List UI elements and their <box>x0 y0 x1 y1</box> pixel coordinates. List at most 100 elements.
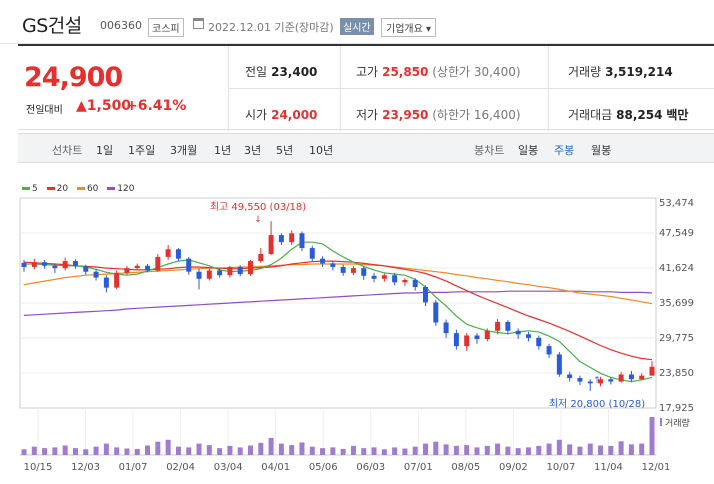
volume-bar <box>31 446 37 455</box>
daily-candle[interactable]: 일봉 <box>518 144 539 157</box>
market-badge: 코스피 <box>148 18 184 37</box>
volume-bar <box>639 443 645 455</box>
period-5y[interactable]: 5년 <box>276 144 294 157</box>
period-10y[interactable]: 10년 <box>309 144 334 157</box>
candle-body <box>628 374 634 380</box>
company-info-dropdown[interactable]: 기업개요 ▾ <box>381 18 436 37</box>
candle-body <box>340 266 346 273</box>
volume-bar <box>628 444 634 455</box>
volume-bar <box>649 417 655 455</box>
x-tick-label: 09/02 <box>499 462 528 473</box>
weekly-candle[interactable]: 주봉 <box>554 144 575 157</box>
change-percent: +6.41% <box>126 98 187 114</box>
candle-body <box>412 279 418 288</box>
legend-ma5: 5 <box>22 184 38 194</box>
candle-body <box>484 330 490 340</box>
period-3m[interactable]: 3개월 <box>170 144 198 157</box>
candle-body <box>93 271 99 278</box>
volume-bar <box>83 449 89 455</box>
volume-bar <box>361 448 367 455</box>
candle-body <box>361 268 367 276</box>
y-tick-label: 53,474 <box>659 198 694 209</box>
candle-body <box>464 335 470 347</box>
ma120-line <box>23 290 653 316</box>
candle-body <box>577 378 583 382</box>
candle-body <box>525 334 531 338</box>
volume-bar <box>340 448 346 455</box>
x-tick-label: 07/01 <box>404 462 433 473</box>
candle-body <box>186 258 192 272</box>
volume-bar <box>371 447 377 455</box>
volume-bar <box>114 447 120 455</box>
candle-body <box>247 261 253 275</box>
volume-bar <box>608 445 614 455</box>
candle-body <box>21 262 27 267</box>
candle-body <box>299 233 305 249</box>
x-tick-label: 03/04 <box>214 462 243 473</box>
candle-body <box>31 262 37 267</box>
y-tick-label: 29,775 <box>659 333 694 344</box>
volume-bar <box>587 443 593 455</box>
candle-body <box>392 275 398 283</box>
candle-body <box>72 261 78 267</box>
volume-bar <box>423 443 429 455</box>
high-annotation: 최고 49,550 (03/18) <box>210 201 306 213</box>
legend-ma120: 120 <box>107 184 134 194</box>
volume-bar <box>206 445 212 455</box>
volume-bar <box>453 445 459 455</box>
candle-body <box>103 277 109 288</box>
candle-body <box>268 235 274 254</box>
x-tick-label: 08/05 <box>451 462 480 473</box>
volume-bar <box>299 442 305 455</box>
volume-bar <box>505 446 511 455</box>
period-1y[interactable]: 1년 <box>214 144 232 157</box>
volume-bar <box>134 448 140 455</box>
period-1d[interactable]: 1일 <box>96 144 114 157</box>
volume-bar <box>268 437 274 455</box>
volume-bar <box>515 448 521 455</box>
volume-bar <box>155 441 161 455</box>
volume-bar <box>484 445 490 455</box>
candle-body <box>443 322 449 334</box>
candle-body <box>175 249 181 259</box>
x-tick-label: 12/01 <box>642 462 671 473</box>
x-tick-label: 10/15 <box>24 462 53 473</box>
high-price: 고가 25,850 (상한가 30,400) <box>356 65 521 79</box>
candle-body <box>114 272 120 288</box>
candle-body <box>649 366 655 376</box>
volume-bar <box>52 447 58 455</box>
candle-body <box>206 270 212 279</box>
volume-bar <box>62 445 68 455</box>
period-3y[interactable]: 3년 <box>244 144 262 157</box>
volume-bar <box>320 448 326 455</box>
legend-ma20: 20 <box>46 184 68 194</box>
chart-toolbar: 선차트 1일 1주일 3개월 1년 3년 5년 10년 봉차트 일봉 주봉 월봉 <box>18 133 714 163</box>
volume-bar <box>464 445 470 455</box>
volume-bar <box>278 443 284 455</box>
volume-bar <box>556 439 562 455</box>
volume-bar <box>217 448 223 455</box>
current-price: 24,900 <box>24 62 123 93</box>
candle-body <box>52 265 58 269</box>
candle-body <box>453 333 459 347</box>
candle-body <box>598 379 604 384</box>
low-arrow: ↑ <box>593 376 601 386</box>
candle-body <box>495 321 501 331</box>
candle-body <box>309 248 315 259</box>
period-1w[interactable]: 1주일 <box>128 144 156 157</box>
x-tick-label: 01/07 <box>119 462 148 473</box>
candle-body <box>258 253 264 262</box>
candle-body <box>423 287 429 303</box>
line-chart-label: 선차트 <box>52 144 83 157</box>
volume-bar <box>567 444 573 455</box>
volume-bar <box>392 447 398 455</box>
volume-bar <box>598 445 604 455</box>
high-arrow: ↓ <box>254 215 262 225</box>
realtime-button[interactable]: 실시간 <box>340 18 374 35</box>
monthly-candle[interactable]: 월봉 <box>591 144 612 157</box>
y-tick-label: 17,925 <box>659 403 694 414</box>
volume: 거래량 3,519,214 <box>568 65 673 79</box>
volume-bar <box>42 448 48 455</box>
volume-bar <box>247 445 253 455</box>
